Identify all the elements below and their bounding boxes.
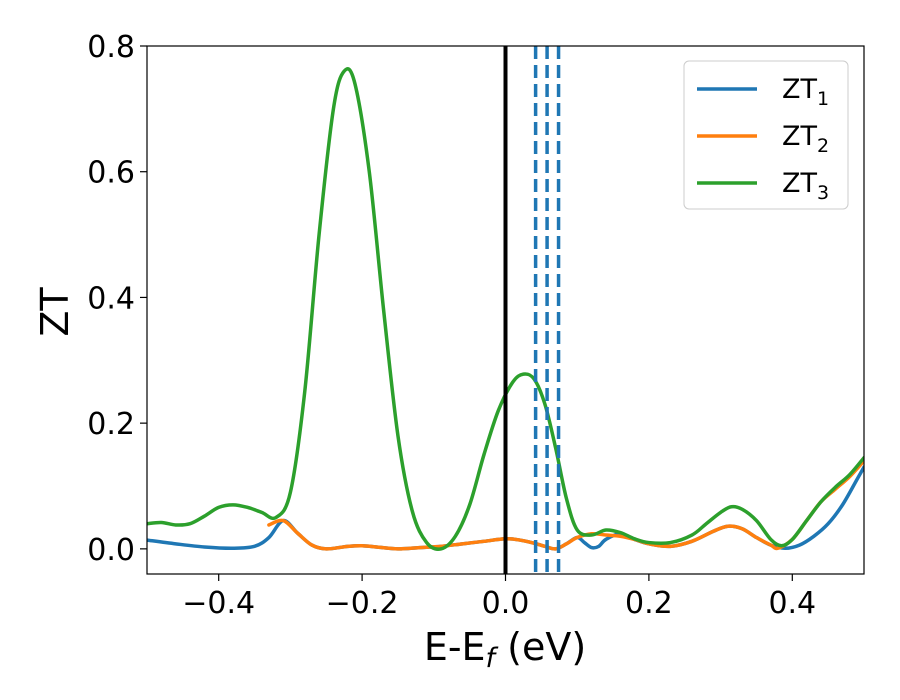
y-tick-label: 0.6: [87, 156, 135, 191]
plot-lines: [147, 46, 864, 574]
y-tick-label: 0.0: [87, 533, 135, 568]
series-line-zt3: [147, 67, 864, 551]
y-ticks: 0.0 0.2 0.4 0.6 0.8: [87, 30, 147, 568]
series-line-zt2: [267, 459, 864, 551]
legend: ZT1 ZT2 ZT3: [683, 60, 849, 210]
x-tick-label: 0.4: [768, 586, 816, 621]
y-tick-label: 0.8: [87, 30, 135, 65]
legend-label-zt1: ZT1: [782, 74, 829, 110]
x-tick-label: 0.0: [482, 586, 530, 621]
y-axis-label: ZT: [33, 287, 77, 337]
legend-label-zt3: ZT3: [782, 168, 829, 204]
legend-label-zt2: ZT2: [782, 121, 829, 157]
y-tick-label: 0.4: [87, 281, 135, 316]
x-tick-label: 0.2: [625, 586, 673, 621]
legend-box: [683, 60, 849, 210]
x-tick-label: −0.2: [326, 586, 399, 621]
y-tick-label: 0.2: [87, 407, 135, 442]
x-tick-label: −0.4: [182, 586, 255, 621]
x-ticks: −0.4 −0.2 0.0 0.2 0.4: [182, 574, 816, 621]
x-axis-label: E-Ef (eV): [424, 625, 586, 674]
